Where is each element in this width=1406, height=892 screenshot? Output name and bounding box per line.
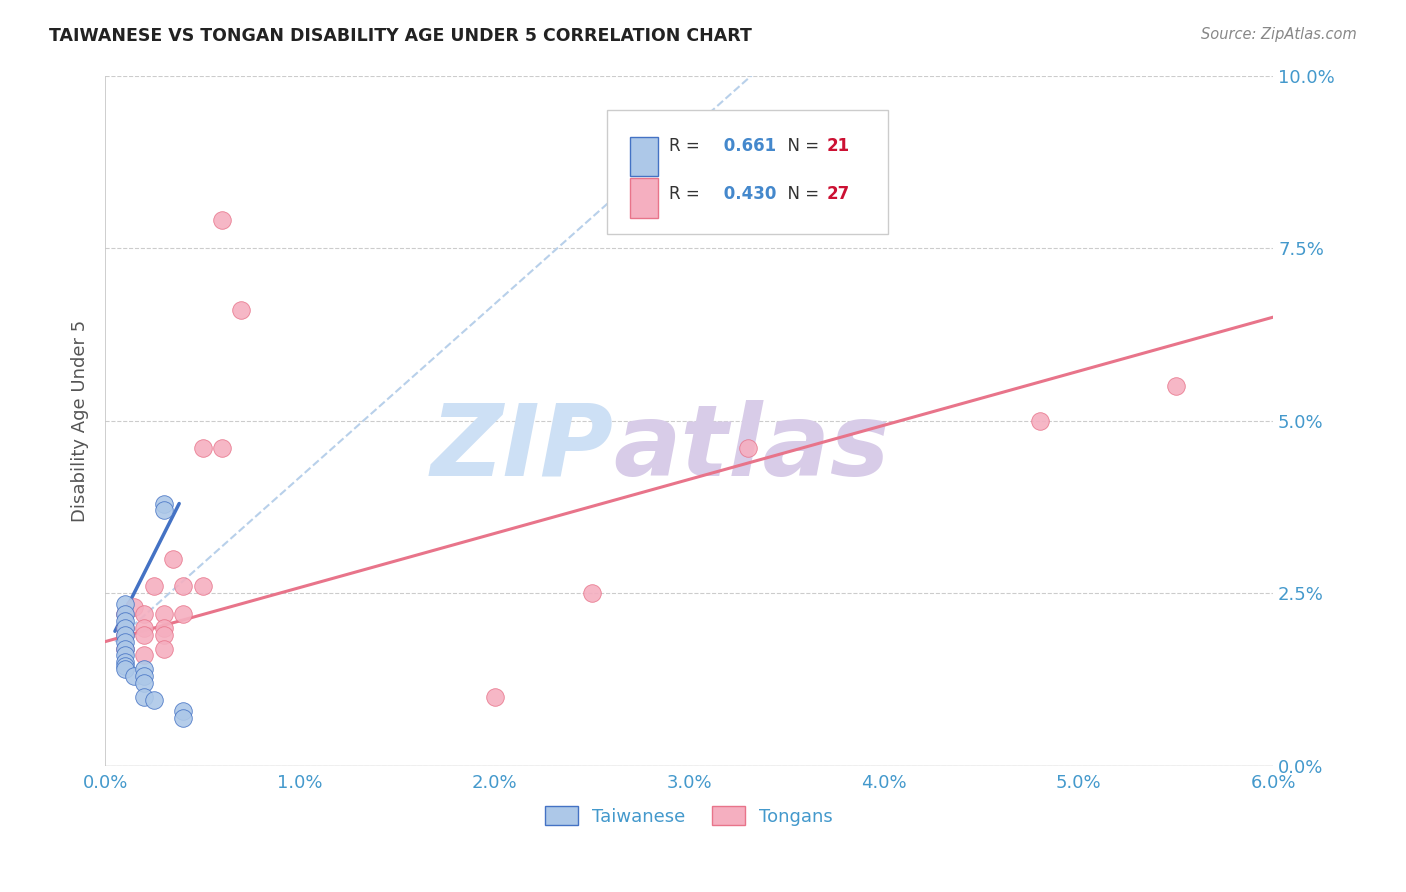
Point	[114, 621, 136, 635]
Text: atlas: atlas	[613, 400, 890, 497]
Text: ZIP: ZIP	[430, 400, 613, 497]
Point	[134, 690, 156, 704]
Point	[114, 621, 136, 635]
Point	[142, 693, 165, 707]
Point	[114, 641, 136, 656]
Point	[134, 628, 156, 642]
Point	[211, 442, 233, 456]
Point	[114, 634, 136, 648]
Text: 21: 21	[827, 137, 851, 155]
Point	[172, 579, 194, 593]
Point	[114, 641, 136, 656]
Text: N =: N =	[776, 186, 824, 203]
Point	[114, 607, 136, 621]
Text: Source: ZipAtlas.com: Source: ZipAtlas.com	[1201, 27, 1357, 42]
Text: R =: R =	[669, 137, 706, 155]
Point	[172, 710, 194, 724]
Point	[114, 614, 136, 628]
FancyBboxPatch shape	[630, 137, 658, 177]
Point	[114, 628, 136, 642]
Point	[114, 607, 136, 621]
Point	[152, 607, 174, 621]
Point	[114, 597, 136, 611]
Point	[211, 213, 233, 227]
Point	[124, 669, 146, 683]
Point	[162, 551, 184, 566]
Point	[1164, 379, 1187, 393]
FancyBboxPatch shape	[607, 110, 887, 235]
Text: R =: R =	[669, 186, 706, 203]
Point	[134, 676, 156, 690]
Point	[152, 621, 174, 635]
Legend: Taiwanese, Tongans: Taiwanese, Tongans	[538, 799, 841, 833]
Point	[134, 662, 156, 676]
Point	[191, 442, 214, 456]
Y-axis label: Disability Age Under 5: Disability Age Under 5	[72, 319, 89, 522]
Point	[231, 303, 253, 318]
Point	[1028, 414, 1050, 428]
Point	[152, 497, 174, 511]
Text: 0.661: 0.661	[718, 137, 776, 155]
Text: 27: 27	[827, 186, 851, 203]
Point	[152, 628, 174, 642]
Text: N =: N =	[776, 137, 824, 155]
Text: 0.430: 0.430	[718, 186, 776, 203]
Text: TAIWANESE VS TONGAN DISABILITY AGE UNDER 5 CORRELATION CHART: TAIWANESE VS TONGAN DISABILITY AGE UNDER…	[49, 27, 752, 45]
Point	[134, 648, 156, 663]
Point	[152, 641, 174, 656]
Point	[114, 648, 136, 663]
Point	[134, 607, 156, 621]
Point	[114, 656, 136, 670]
Point	[191, 579, 214, 593]
Point	[172, 607, 194, 621]
Point	[484, 690, 506, 704]
Point	[124, 600, 146, 615]
Point	[114, 628, 136, 642]
Point	[172, 704, 194, 718]
Point	[114, 662, 136, 676]
Point	[152, 503, 174, 517]
Point	[737, 442, 759, 456]
Point	[142, 579, 165, 593]
Point	[134, 669, 156, 683]
Point	[581, 586, 603, 600]
FancyBboxPatch shape	[630, 178, 658, 218]
Point	[114, 658, 136, 673]
Point	[134, 621, 156, 635]
